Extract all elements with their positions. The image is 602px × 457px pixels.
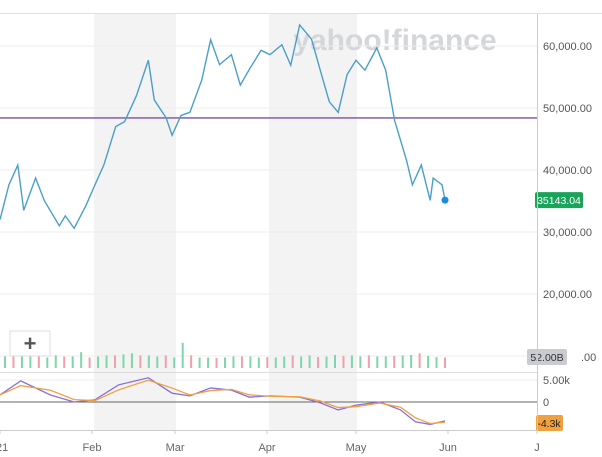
zoom-in-button[interactable]: + <box>9 330 51 357</box>
volume-bar <box>63 356 66 368</box>
y-tick-label: 60,000.00 <box>543 41 592 53</box>
volume-bar <box>46 357 49 368</box>
volume-bar <box>147 355 150 368</box>
volume-bar <box>300 356 303 368</box>
volume-bar <box>88 357 91 368</box>
volume-bar <box>393 355 396 368</box>
volume-bar <box>266 357 269 368</box>
volume-bar <box>435 357 438 368</box>
volume-bar <box>173 357 176 368</box>
volume-bar <box>257 357 260 368</box>
last-price-dot <box>441 196 449 204</box>
volume-bar <box>130 353 133 368</box>
volume-bar <box>139 355 142 368</box>
volume-bar <box>12 356 15 368</box>
volume-bar <box>215 357 218 368</box>
volume-bar <box>334 354 336 368</box>
macd-y-tick-label: 5.00k <box>543 375 570 387</box>
x-tick-label: 21 <box>0 442 8 454</box>
volume-label: 52.00B <box>530 352 563 364</box>
volume-bar <box>401 355 404 368</box>
volume-bar <box>384 356 387 368</box>
volume-bar <box>249 356 252 368</box>
volume-bar <box>342 355 345 368</box>
volume-bar <box>164 355 167 368</box>
macd-badge <box>536 415 563 431</box>
volume-bar <box>71 356 74 368</box>
volume-bar <box>376 356 379 368</box>
volume-bar <box>359 356 362 368</box>
shade-band-feb <box>94 14 176 430</box>
x-tick-label: Jun <box>439 442 457 454</box>
y-tick-label: 40,000.00 <box>543 165 592 177</box>
y-tick-label: 50,000.00 <box>543 103 592 115</box>
volume-bar <box>274 357 277 368</box>
volume-bar <box>232 356 235 368</box>
volume-bar <box>29 356 32 368</box>
x-tick-label: J <box>534 442 540 454</box>
y-tick-label: 20,000.00 <box>543 289 592 301</box>
volume-bar <box>410 354 413 368</box>
y-tick-label: 30,000.00 <box>543 227 592 239</box>
volume-bar <box>114 355 116 368</box>
macd-last-label: -4.3k <box>537 418 561 430</box>
volume-bar <box>20 356 23 368</box>
plus-icon: + <box>24 331 37 356</box>
volume-bar <box>444 357 446 368</box>
volume-bar <box>181 342 184 368</box>
x-tick-label: Feb <box>82 442 101 454</box>
volume-bar <box>54 355 57 368</box>
volume-bar <box>190 355 193 368</box>
volume-bar <box>122 354 125 368</box>
x-tick-label: May <box>346 442 367 454</box>
volume-bar <box>207 357 210 368</box>
x-tick-label: Apr <box>258 442 275 454</box>
volume-bar <box>367 355 370 368</box>
macd-line <box>0 377 446 426</box>
volume-bar <box>427 355 430 368</box>
volume-bar <box>105 355 108 368</box>
macd-y-tick-label: 0 <box>543 397 549 409</box>
volume-bar <box>37 356 40 368</box>
volume-bar <box>317 357 320 368</box>
volume-bar <box>283 356 286 368</box>
yahoo-finance-watermark: yahoo!finance <box>293 24 496 57</box>
volume-bar <box>291 355 294 368</box>
volume-bar <box>4 356 6 368</box>
volume-bar <box>350 355 353 368</box>
volume-bar <box>224 357 226 368</box>
volume-bar <box>80 352 83 368</box>
volume-bar <box>308 355 311 368</box>
x-tick-label: Mar <box>166 442 185 454</box>
signal-line <box>0 379 446 425</box>
y-tick-label: .00 <box>581 352 596 364</box>
volume-bar <box>156 356 159 368</box>
volume-bar <box>325 356 328 368</box>
last-price-label: 35143.04 <box>537 195 581 207</box>
last-price-badge <box>535 192 583 209</box>
volume-bar <box>418 353 421 368</box>
volume-bar <box>97 356 100 368</box>
volume-bar <box>198 357 201 368</box>
volume-bar <box>240 356 243 368</box>
